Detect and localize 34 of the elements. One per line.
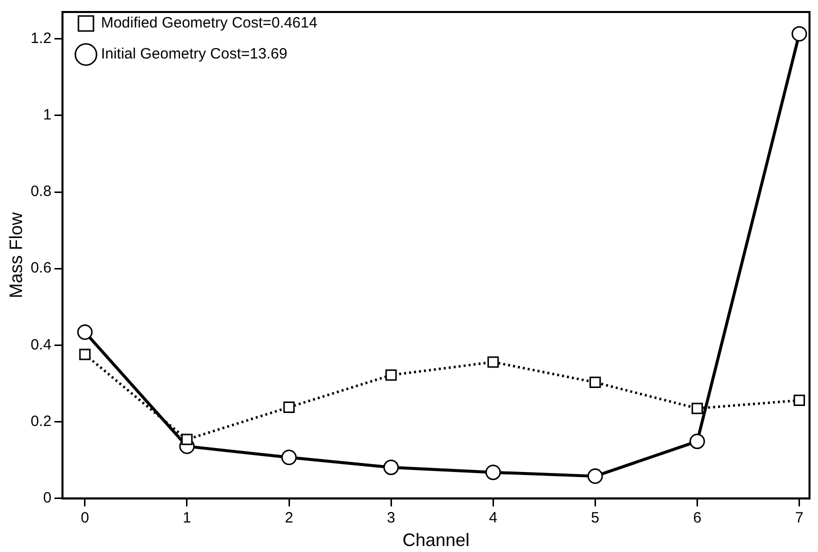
point [587, 468, 603, 484]
point [487, 356, 499, 368]
y-tick-label: 0.2 [30, 412, 52, 430]
point [181, 434, 193, 446]
point [692, 402, 703, 414]
legend-label: Modified Geometry Cost=0.4614 [100, 14, 318, 32]
point [589, 376, 601, 388]
point [77, 324, 93, 340]
legend-label: Initial Geometry Cost=13.69 [100, 46, 288, 63]
x-tick-label: 0 [80, 510, 90, 527]
x-tick-label: 6 [693, 510, 702, 527]
point [283, 402, 295, 413]
x-tick-label: 2 [284, 510, 294, 527]
point [281, 450, 297, 466]
point [689, 434, 705, 450]
x-tick-label: 5 [591, 510, 600, 527]
point [794, 394, 805, 406]
y-tick-label: 0.6 [30, 260, 52, 277]
point [792, 26, 808, 42]
x-tick-label: 1 [182, 510, 192, 527]
point [385, 369, 397, 381]
x-tick-label: 7 [795, 510, 804, 527]
y-tick-label: 1 [43, 106, 52, 124]
x-tick-label: 3 [386, 510, 396, 527]
y-tick-label: 0.4 [30, 336, 52, 354]
point [79, 348, 91, 360]
y-tick-label: 0 [43, 490, 52, 507]
y-tick-label: 0.8 [30, 183, 52, 200]
y-axis-title: Mass Flow [6, 211, 26, 298]
x-tick-label: 4 [488, 510, 498, 527]
point [383, 460, 399, 476]
point [485, 464, 501, 480]
x-axis-title: Channel [402, 530, 470, 550]
y-tick-label: 1.2 [30, 30, 52, 47]
